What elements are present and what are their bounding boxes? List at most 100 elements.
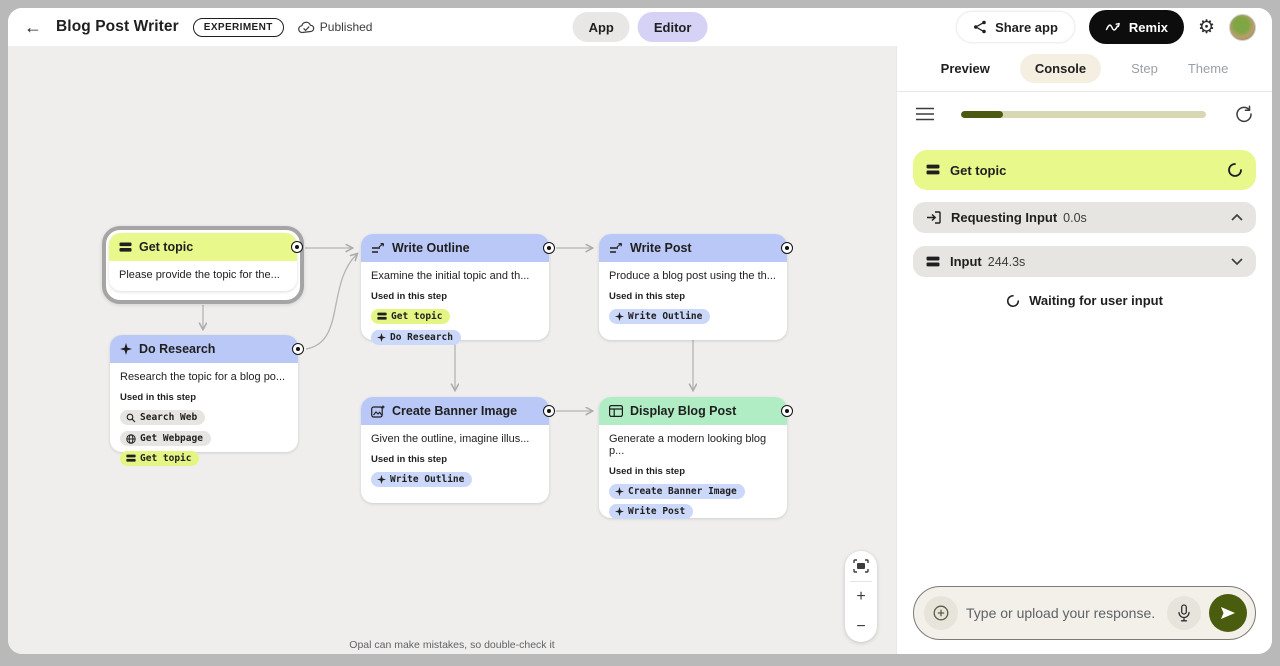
sparkle-icon bbox=[615, 312, 624, 321]
app-mode-button[interactable]: App bbox=[572, 12, 630, 42]
text-generate-icon bbox=[372, 242, 385, 253]
page-title: Blog Post Writer bbox=[56, 18, 179, 35]
chip-label: Get topic bbox=[140, 453, 192, 464]
step-chip[interactable]: Write Outline bbox=[371, 472, 473, 487]
share-app-button[interactable]: Share app bbox=[956, 11, 1075, 43]
node-description: Generate a modern looking blog p... bbox=[609, 433, 767, 457]
workflow-canvas[interactable]: Get topic Please provide the topic for t… bbox=[8, 46, 896, 654]
console-log: Get topic Requesting Input 0.0s bbox=[897, 136, 1272, 308]
tab-theme[interactable]: Theme bbox=[1187, 61, 1229, 76]
console-entry-time: 244.3s bbox=[987, 254, 1026, 269]
tool-chip[interactable]: Search Web bbox=[120, 410, 206, 425]
chip-label: Create Banner Image bbox=[628, 486, 737, 497]
console-entry-input[interactable]: Input 244.3s bbox=[913, 246, 1256, 277]
sparkle-icon bbox=[377, 475, 386, 484]
remix-button[interactable]: Remix bbox=[1088, 10, 1184, 44]
panel-tabs: Preview Console Step Theme bbox=[897, 46, 1272, 92]
avatar[interactable] bbox=[1229, 13, 1256, 41]
node-output-port[interactable] bbox=[781, 405, 793, 417]
chip-label: Write Post bbox=[628, 506, 686, 517]
node-description: Examine the initial topic and th... bbox=[371, 270, 530, 282]
node-output-port[interactable] bbox=[781, 242, 793, 254]
attach-button[interactable] bbox=[924, 596, 958, 630]
tool-chip[interactable]: Get Webpage bbox=[120, 431, 211, 446]
node-description: Produce a blog post using the th... bbox=[609, 270, 776, 282]
mic-button[interactable] bbox=[1167, 596, 1201, 630]
node-selection-ring: Get topic Please provide the topic for t… bbox=[102, 226, 304, 304]
step-chip[interactable]: Do Research bbox=[371, 330, 461, 345]
menu-icon[interactable] bbox=[915, 107, 935, 121]
chip-label: Write Outline bbox=[628, 311, 703, 322]
published-label: Published bbox=[319, 20, 373, 34]
spinner-icon bbox=[1228, 163, 1242, 177]
response-text-input[interactable] bbox=[966, 605, 1159, 621]
text-generate-icon bbox=[610, 242, 623, 253]
back-arrow-icon[interactable]: ← bbox=[24, 17, 42, 37]
used-in-step-label: Used in this step bbox=[609, 291, 686, 302]
disclaimer-text: Opal can make mistakes, so double-check … bbox=[349, 639, 555, 651]
form-icon bbox=[119, 242, 132, 252]
step-chip[interactable]: Create Banner Image bbox=[609, 484, 745, 499]
chip-label: Write Outline bbox=[390, 474, 465, 485]
chevron-down-icon[interactable] bbox=[1231, 258, 1243, 265]
send-icon bbox=[1221, 607, 1235, 619]
step-chip[interactable]: Write Post bbox=[609, 504, 694, 519]
chip-label: Search Web bbox=[140, 412, 198, 423]
form-icon bbox=[126, 454, 136, 462]
console-entry-time: 0.0s bbox=[1063, 210, 1087, 225]
node-description: Please provide the topic for the... bbox=[119, 269, 280, 281]
mode-switch: App Editor bbox=[572, 12, 708, 42]
sparkle-icon bbox=[615, 507, 624, 516]
node-get-topic[interactable]: Get topic Please provide the topic for t… bbox=[109, 233, 303, 291]
console-entry-get-topic[interactable]: Get topic bbox=[913, 150, 1256, 190]
node-do-research[interactable]: Do Research Research the topic for a blo… bbox=[110, 335, 304, 466]
input-arrow-icon bbox=[927, 211, 941, 224]
console-entry-requesting-input[interactable]: Requesting Input 0.0s bbox=[913, 202, 1256, 233]
fit-to-screen-button[interactable] bbox=[845, 551, 877, 581]
node-title: Write Outline bbox=[392, 241, 470, 255]
restart-icon[interactable] bbox=[1234, 104, 1254, 124]
step-chip[interactable]: Write Outline bbox=[609, 309, 711, 324]
input-chip[interactable]: Get topic bbox=[371, 309, 451, 324]
top-bar: ← Blog Post Writer EXPERIMENT Published … bbox=[8, 8, 1272, 46]
used-in-step-label: Used in this step bbox=[609, 466, 686, 477]
zoom-in-button[interactable]: + bbox=[856, 588, 866, 605]
search-icon bbox=[126, 413, 136, 422]
node-display-blog-post[interactable]: Display Blog Post Generate a modern look… bbox=[599, 397, 793, 519]
node-output-port[interactable] bbox=[543, 242, 555, 254]
form-icon bbox=[377, 312, 387, 320]
node-write-outline[interactable]: Write Outline Examine the initial topic … bbox=[361, 234, 555, 345]
tab-step[interactable]: Step bbox=[1131, 61, 1158, 76]
zoom-out-button[interactable]: − bbox=[856, 618, 866, 635]
image-plus-icon bbox=[371, 405, 385, 418]
node-title: Display Blog Post bbox=[630, 404, 737, 418]
node-output-port[interactable] bbox=[543, 405, 555, 417]
editor-mode-button[interactable]: Editor bbox=[637, 12, 708, 42]
node-output-port[interactable] bbox=[291, 241, 303, 253]
input-chip[interactable]: Get topic bbox=[120, 451, 200, 466]
used-in-step-label: Used in this step bbox=[120, 392, 197, 403]
node-create-banner-image[interactable]: Create Banner Image Given the outline, i… bbox=[361, 397, 555, 503]
microphone-icon bbox=[1178, 604, 1190, 622]
response-input-bar bbox=[913, 586, 1256, 640]
sparkle-icon bbox=[377, 333, 386, 342]
chip-label: Do Research bbox=[390, 332, 453, 343]
right-panel: Preview Console Step Theme bbox=[896, 46, 1272, 654]
node-description: Research the topic for a blog po... bbox=[120, 371, 286, 383]
node-title: Get topic bbox=[139, 240, 194, 254]
chevron-up-icon[interactable] bbox=[1231, 214, 1243, 221]
waiting-status: Waiting for user input bbox=[913, 293, 1256, 308]
node-title: Create Banner Image bbox=[392, 404, 518, 418]
app-window: ← Blog Post Writer EXPERIMENT Published … bbox=[8, 8, 1272, 654]
share-icon bbox=[974, 20, 986, 34]
node-output-port[interactable] bbox=[292, 343, 304, 355]
console-entry-label: Requesting Input bbox=[951, 210, 1058, 225]
send-button[interactable] bbox=[1209, 594, 1247, 632]
tab-preview[interactable]: Preview bbox=[940, 61, 990, 76]
settings-gear-icon[interactable]: ⚙ bbox=[1197, 16, 1215, 38]
node-write-post[interactable]: Write Post Produce a blog post using the… bbox=[599, 234, 793, 340]
run-progress-row bbox=[897, 92, 1272, 136]
node-description: Given the outline, imagine illus... bbox=[371, 433, 530, 445]
used-in-step-label: Used in this step bbox=[371, 291, 448, 302]
tab-console[interactable]: Console bbox=[1019, 54, 1102, 83]
